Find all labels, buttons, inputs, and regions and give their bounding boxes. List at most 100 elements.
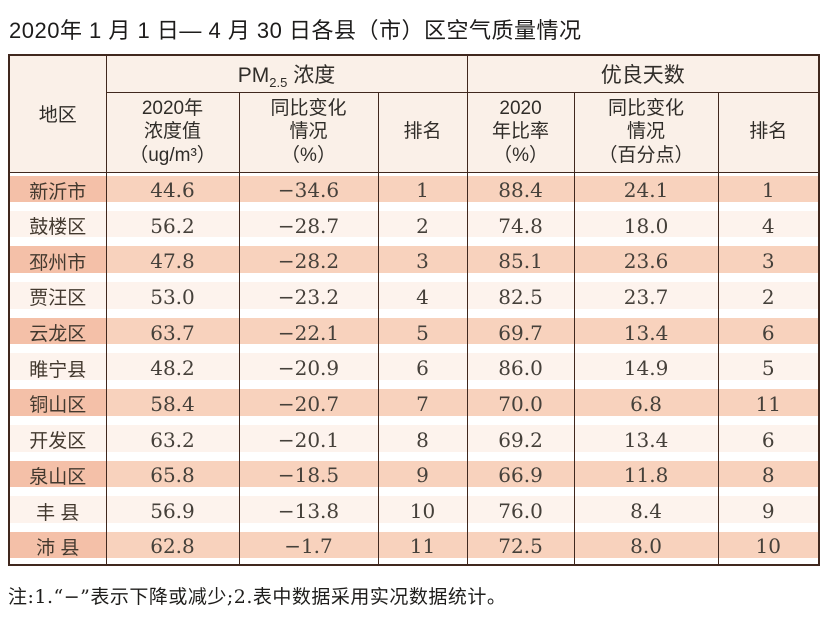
cell-region: 沛 县 [8,528,107,565]
cell-pm-value: 56.9 [105,493,240,529]
cell-pm-rank: 7 [377,386,468,422]
cell-good-change: 13.4 [573,421,719,458]
cell-region: 云龙区 [8,314,107,351]
cell-pm-change: −23.2 [238,279,379,315]
cell-pm-rank: 4 [377,279,468,315]
cell-good-change: 18.0 [573,207,719,244]
cell-region: 新沂市 [8,172,107,208]
cell-good-ratio: 69.7 [466,314,575,351]
column-header-pm-change: 同比变化 情况 （%） [238,92,379,173]
cell-pm-change: −20.9 [238,350,379,387]
cell-pm-change: −1.7 [238,528,379,565]
table-row: 丰 县 56.9 −13.8 10 76.0 8.4 9 [8,493,820,529]
cell-pm-change: −34.6 [238,172,379,208]
cell-good-rank: 11 [717,386,820,422]
table-row: 鼓楼区 56.2 −28.7 2 74.8 18.0 4 [8,207,820,244]
cell-pm-change: −28.2 [238,243,379,280]
cell-good-ratio: 82.5 [466,279,575,315]
cell-good-ratio: 69.2 [466,421,575,458]
cell-good-rank: 9 [717,493,820,529]
table-row: 贾汪区 53.0 −23.2 4 82.5 23.7 2 [8,279,820,315]
cell-good-ratio: 74.8 [466,207,575,244]
cell-pm-change: −20.7 [238,386,379,422]
pm25-label-suffix: 浓度 [287,63,336,87]
cell-pm-value: 56.2 [105,207,240,244]
cell-good-ratio: 72.5 [466,528,575,565]
table-row: 铜山区 58.4 −20.7 7 70.0 6.8 11 [8,386,820,422]
cell-pm-value: 48.2 [105,350,240,387]
page-title: 2020年 1 月 1 日— 4 月 30 日各县（市）区空气质量情况 [9,18,582,43]
column-header-region: 地区 [8,55,107,173]
cell-good-ratio: 70.0 [466,386,575,422]
cell-region: 鼓楼区 [8,207,107,244]
cell-good-change: 6.8 [573,386,719,422]
cell-pm-change: −13.8 [238,493,379,529]
cell-region: 睢宁县 [8,350,107,387]
cell-good-rank: 2 [717,279,820,315]
cell-good-change: 8.0 [573,528,719,565]
cell-pm-value: 62.8 [105,528,240,565]
cell-good-rank: 6 [717,314,820,351]
cell-pm-rank: 1 [377,172,468,208]
column-header-good-change: 同比变化 情况 （百分点） [573,92,719,173]
column-group-good-days: 优良天数 [466,55,820,93]
cell-good-rank: 1 [717,172,820,208]
table-row: 云龙区 63.7 −22.1 5 69.7 13.4 6 [8,314,820,351]
cell-good-change: 11.8 [573,457,719,494]
cell-pm-change: −28.7 [238,207,379,244]
pm25-label-subscript: 2.5 [269,74,288,90]
cell-good-change: 24.1 [573,172,719,208]
cell-good-change: 8.4 [573,493,719,529]
air-quality-table: 地区 PM2.5 浓度 优良天数 2020年 浓度值 （ug/m³） 同比变化 … [8,54,821,566]
header-group-row: 地区 PM2.5 浓度 优良天数 [8,55,820,173]
cell-region: 贾汪区 [8,279,107,315]
table-row: 泉山区 65.8 −18.5 9 66.9 11.8 8 [8,457,820,494]
column-header-pm-value: 2020年 浓度值 （ug/m³） [105,92,240,173]
cell-good-rank: 6 [717,421,820,458]
table-row: 新沂市 44.6 −34.6 1 88.4 24.1 1 [8,172,820,208]
cell-good-change: 14.9 [573,350,719,387]
cell-pm-rank: 2 [377,207,468,244]
cell-pm-rank: 11 [377,528,468,565]
cell-pm-change: −18.5 [238,457,379,494]
cell-good-ratio: 88.4 [466,172,575,208]
table-row: 睢宁县 48.2 −20.9 6 86.0 14.9 5 [8,350,820,387]
cell-pm-value: 47.8 [105,243,240,280]
cell-pm-rank: 6 [377,350,468,387]
cell-good-ratio: 85.1 [466,243,575,280]
cell-pm-rank: 9 [377,457,468,494]
cell-pm-value: 63.7 [105,314,240,351]
cell-good-ratio: 66.9 [466,457,575,494]
cell-region: 铜山区 [8,386,107,422]
cell-region: 开发区 [8,421,107,458]
table-row: 邳州市 47.8 −28.2 3 85.1 23.6 3 [8,243,820,280]
cell-pm-rank: 3 [377,243,468,280]
cell-pm-value: 63.2 [105,421,240,458]
cell-pm-value: 65.8 [105,457,240,494]
cell-good-rank: 10 [717,528,820,565]
column-header-pm-rank: 排名 [377,92,468,173]
column-header-good-ratio: 2020 年比率 （%） [466,92,575,173]
cell-good-ratio: 86.0 [466,350,575,387]
cell-pm-value: 44.6 [105,172,240,208]
cell-pm-rank: 10 [377,493,468,529]
table-row: 沛 县 62.8 −1.7 11 72.5 8.0 10 [8,528,820,565]
cell-pm-rank: 5 [377,314,468,351]
cell-good-ratio: 76.0 [466,493,575,529]
cell-good-change: 23.6 [573,243,719,280]
cell-pm-change: −22.1 [238,314,379,351]
cell-good-rank: 4 [717,207,820,244]
cell-good-rank: 8 [717,457,820,494]
cell-good-rank: 3 [717,243,820,280]
cell-pm-value: 53.0 [105,279,240,315]
cell-pm-rank: 8 [377,421,468,458]
cell-region: 邳州市 [8,243,107,280]
column-group-pm25: PM2.5 浓度 [105,55,468,93]
cell-good-change: 23.7 [573,279,719,315]
cell-pm-value: 58.4 [105,386,240,422]
header-sub-row: 2020年 浓度值 （ug/m³） 同比变化 情况 （%） 排名 2020 年比… [9,92,820,173]
column-header-good-rank: 排名 [717,92,820,173]
cell-good-change: 13.4 [573,314,719,351]
cell-region: 泉山区 [8,457,107,494]
